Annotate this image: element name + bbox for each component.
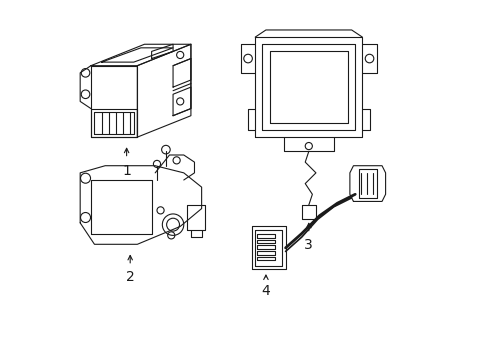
Text: 4: 4: [261, 284, 270, 298]
Text: 2: 2: [125, 270, 134, 284]
Text: 3: 3: [304, 238, 312, 252]
Text: 1: 1: [122, 164, 131, 178]
